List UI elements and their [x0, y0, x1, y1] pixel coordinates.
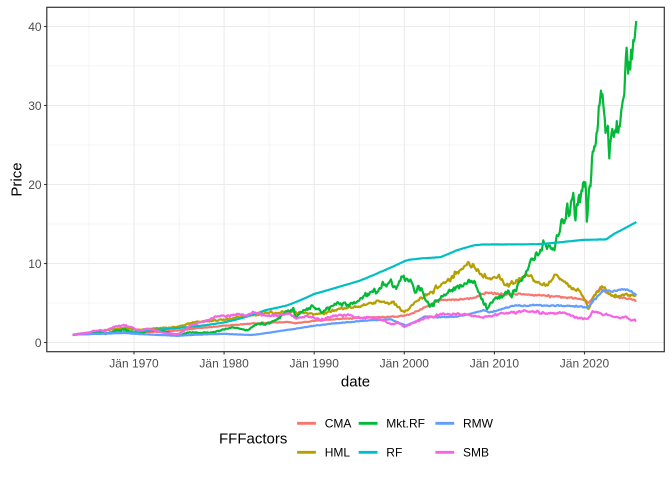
svg-text:Jän 1970: Jän 1970 — [109, 357, 159, 371]
svg-text:SMB: SMB — [463, 446, 489, 460]
svg-text:FFFactors: FFFactors — [219, 431, 287, 448]
svg-text:Mkt.RF: Mkt.RF — [386, 417, 425, 431]
svg-text:10: 10 — [28, 257, 42, 271]
svg-text:Jän 1990: Jän 1990 — [290, 357, 340, 371]
svg-text:Jän 1980: Jän 1980 — [199, 357, 249, 371]
svg-text:20: 20 — [28, 178, 42, 192]
svg-text:30: 30 — [28, 99, 42, 113]
svg-text:Jän 2020: Jän 2020 — [560, 357, 610, 371]
svg-text:RF: RF — [386, 446, 402, 460]
svg-text:Jän 2000: Jän 2000 — [380, 357, 430, 371]
svg-text:RMW: RMW — [463, 417, 494, 431]
svg-text:Jän 2010: Jän 2010 — [470, 357, 520, 371]
svg-text:Price: Price — [9, 162, 26, 196]
svg-text:CMA: CMA — [325, 417, 352, 431]
svg-text:date: date — [341, 374, 370, 391]
svg-text:40: 40 — [28, 20, 42, 34]
svg-text:0: 0 — [35, 336, 42, 350]
svg-text:HML: HML — [325, 446, 351, 460]
